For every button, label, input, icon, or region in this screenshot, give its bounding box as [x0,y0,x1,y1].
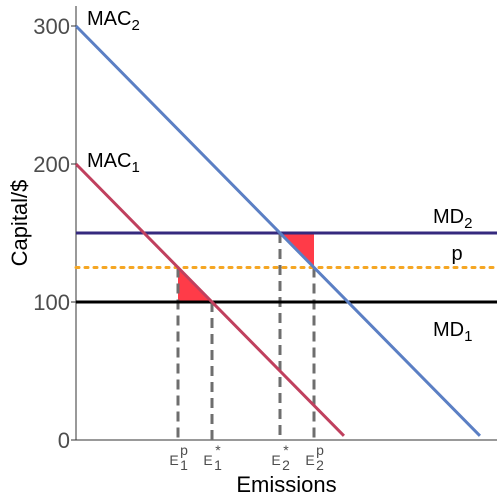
emission-label-e1s-main: E [203,452,212,468]
md2-label: MD2 [433,206,472,232]
emission-label-e1s-sup: * [215,442,221,458]
mac2-label-sub: 2 [131,17,139,34]
p-label: p [451,243,462,265]
emission-label-e1s: E*1 [203,442,222,473]
md1-label-main: MD [433,319,464,341]
emission-label-e2s-sub: 2 [282,457,290,473]
mac2-line [74,24,481,437]
emission-label-e1s-sub: 1 [214,457,222,473]
y-axis-title: Capital/$ [7,180,32,267]
emission-label-e1p-main: E [169,452,178,468]
x-axis-title: Emissions [236,472,336,497]
md2-label-sub: 2 [464,215,472,232]
emission-label-e2s-sup: * [283,442,289,458]
md1-label: MD1 [433,319,472,345]
emission-label-e1p-sup: p [180,442,188,458]
emission-label-e2p-sup: p [316,442,324,458]
mac2-label-main: MAC [87,8,131,30]
emission-label-e2p: Ep2 [305,442,324,473]
mac1-label: MAC1 [87,150,140,176]
axes: 0 100 200 300 [33,6,497,453]
md2-label-main: MD [433,206,464,228]
y-tick-label: 100 [33,290,70,315]
y-tick-label: 300 [33,14,70,39]
mac2-label: MAC2 [87,8,140,34]
md1-label-sub: 1 [464,328,472,345]
emission-label-e1p-sub: 1 [180,457,188,473]
emission-label-e2p-main: E [305,452,314,468]
y-tick-label: 0 [58,428,70,453]
emission-label-e2s-main: E [271,452,280,468]
mac1-label-main: MAC [87,150,131,172]
mac1-line [74,162,345,437]
emission-label-e2p-sub: 2 [316,457,324,473]
chart-marks [74,24,499,440]
emission-label-e1p: Ep1 [169,442,188,473]
y-tick-label: 200 [33,152,70,177]
mac1-label-sub: 1 [131,159,139,176]
emission-label-e2s: E*2 [271,442,290,473]
